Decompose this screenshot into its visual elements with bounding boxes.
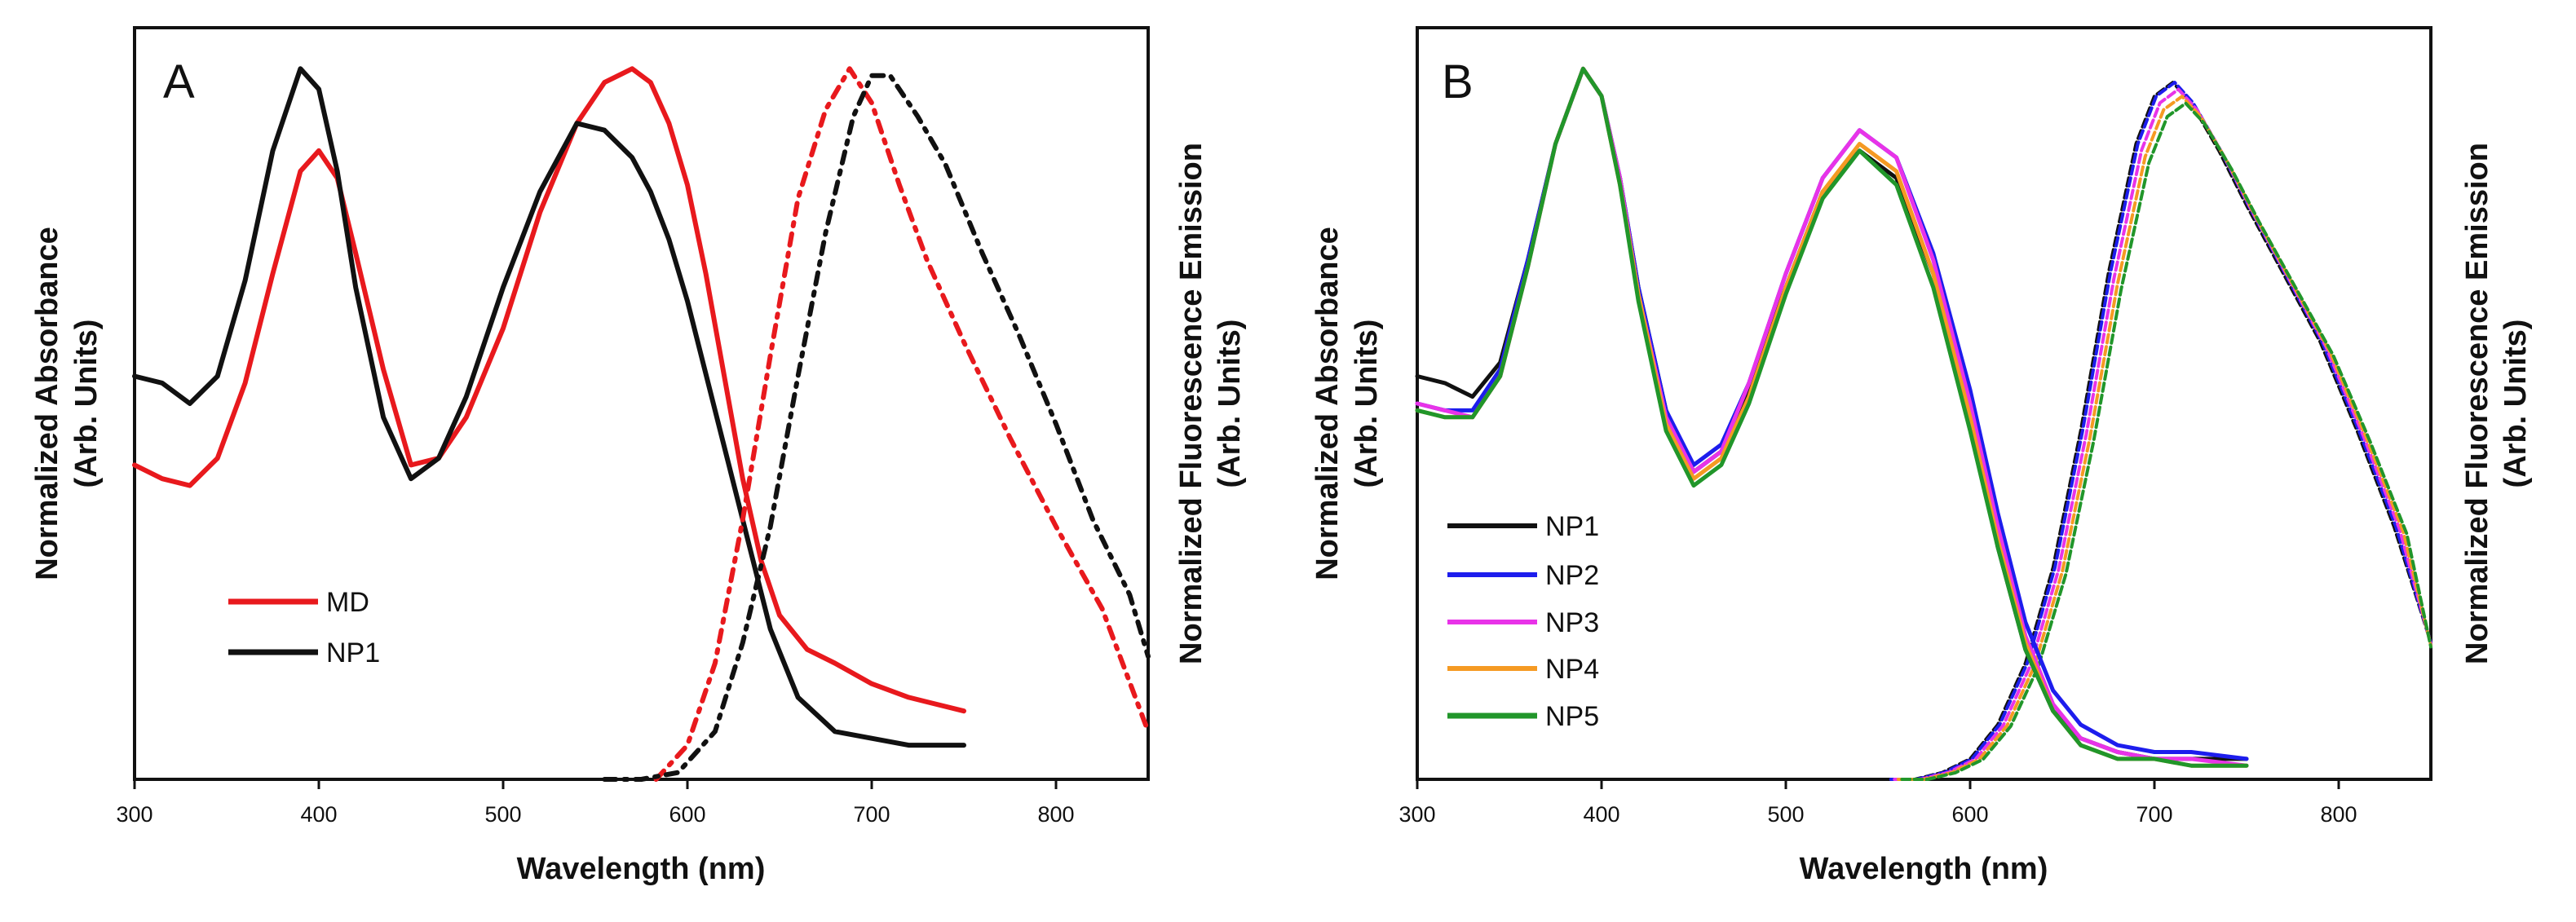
legend-label-b-np4: NP4 — [1545, 654, 1599, 685]
plot-frame-a — [133, 26, 1150, 781]
y-axis-left-title-a-line2: (Arb. Units) — [69, 320, 104, 488]
legend-label-np1: NP1 — [326, 637, 380, 668]
legend-label-b-np5: NP5 — [1545, 701, 1599, 732]
series-emission-np2 — [1889, 81, 2432, 781]
y-axis-right-title-a-line2: (Arb. Units) — [1213, 320, 1247, 488]
x-axis-title-b: Wavelength (nm) — [1800, 852, 2048, 886]
x-tick-label-a-300: 300 — [116, 802, 152, 827]
series-absorbance-np1 — [1415, 66, 2249, 761]
x-tick-label-a-600: 600 — [669, 802, 705, 827]
y-axis-left-title-b-line2: (Arb. Units) — [1350, 320, 1384, 488]
series-absorbance-np4 — [1415, 66, 2249, 768]
legend-label-b-np2: NP2 — [1545, 560, 1599, 591]
y-axis-right-title-b-line2: (Arb. Units) — [2499, 320, 2533, 488]
legend-label-b-np1: NP1 — [1545, 511, 1599, 542]
x-tick-label-a-500: 500 — [484, 802, 521, 827]
plot-area-a — [132, 66, 1151, 782]
series-emission-np1 — [602, 73, 1151, 782]
x-tick-label-a-700: 700 — [853, 802, 890, 827]
y-axis-left-title-b-line1: Normalized Absorbance — [1310, 227, 1345, 580]
x-tick-label-b-600: 600 — [1951, 802, 1988, 827]
panel-a: 300 400 500 600 700 800 A Wavelength (nm) Nor… — [30, 26, 1247, 886]
series-absorbance-np5 — [1415, 66, 2249, 768]
series-emission-np5 — [1900, 101, 2432, 781]
series-absorbance-np1 — [132, 66, 966, 748]
legend-b: NP1 NP2 NP3 NP4 NP5 — [1447, 511, 1599, 732]
x-tick-label-b-700: 700 — [2136, 802, 2172, 827]
x-tick-label-b-800: 800 — [2320, 802, 2357, 827]
x-tick-label-b-300: 300 — [1398, 802, 1435, 827]
y-axis-left-title-a-line1: Normalized Absorbance — [30, 227, 64, 580]
series-absorbance-np2 — [1415, 66, 2249, 761]
series-absorbance-np3 — [1415, 66, 2249, 768]
x-ticks-a: 300 400 500 600 700 800 — [116, 779, 1075, 827]
x-tick-label-b-400: 400 — [1583, 802, 1619, 827]
legend-a: MD NP1 — [228, 587, 380, 668]
y-axis-right-title-a-line1: Normalized Fluorescence Emission — [1174, 143, 1208, 664]
x-tick-label-a-800: 800 — [1037, 802, 1074, 827]
legend-label-b-np3: NP3 — [1545, 607, 1599, 638]
x-ticks-b: 300 400 500 600 700 800 — [1398, 779, 2357, 827]
panel-label-a: A — [163, 55, 195, 108]
legend-label-md: MD — [326, 587, 369, 618]
x-axis-title-a: Wavelength (nm) — [517, 852, 766, 886]
panel-label-b: B — [1442, 55, 1474, 108]
y-axis-right-title-b-line1: Normalized Fluorescence Emission — [2460, 143, 2494, 664]
series-absorbance-md — [132, 66, 966, 714]
series-emission-md — [653, 66, 1151, 782]
x-tick-label-b-500: 500 — [1767, 802, 1804, 827]
plot-area-b — [1415, 66, 2432, 781]
panel-b: 300 400 500 600 700 800 B Wavelength (nm) Nor… — [1310, 26, 2533, 886]
x-tick-label-a-400: 400 — [300, 802, 337, 827]
